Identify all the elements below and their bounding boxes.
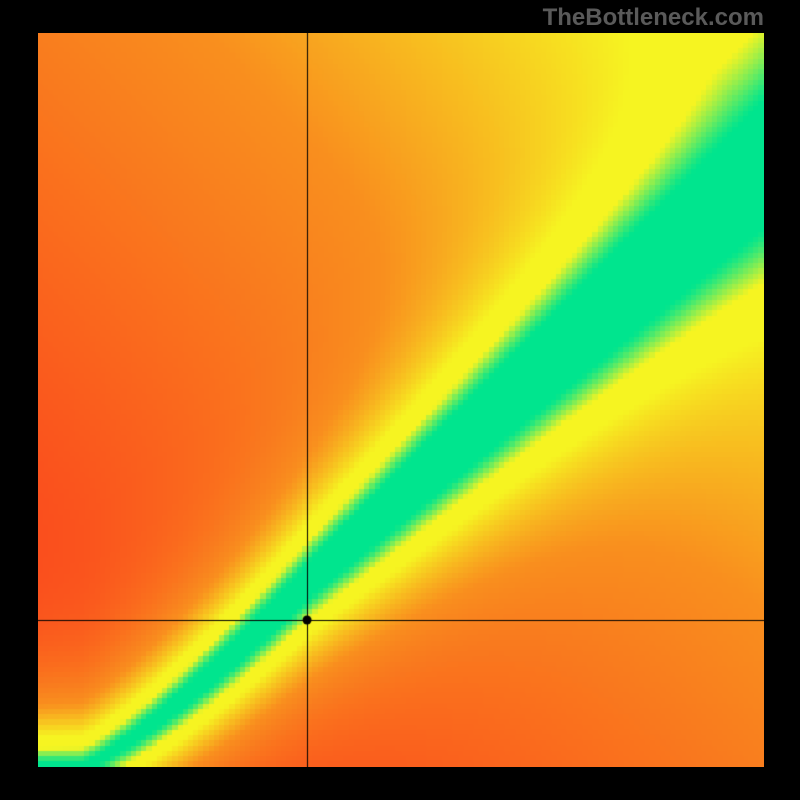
bottleneck-heatmap [38, 33, 764, 767]
chart-container: TheBottleneck.com [0, 0, 800, 800]
watermark-text: TheBottleneck.com [543, 4, 764, 32]
